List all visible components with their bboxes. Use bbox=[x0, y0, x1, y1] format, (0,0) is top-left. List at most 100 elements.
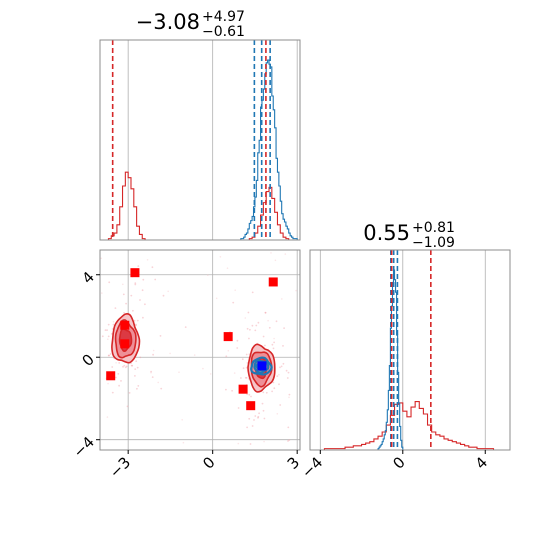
joint-sample-dot bbox=[288, 439, 291, 441]
joint-sample-dot bbox=[136, 387, 138, 390]
joint-sample-dot bbox=[262, 409, 265, 412]
joint-sample-dot bbox=[227, 349, 230, 352]
marginal-1-x-tick-label-2: 4 bbox=[472, 453, 491, 472]
joint-frame bbox=[99, 249, 301, 451]
joint-sample-dot bbox=[157, 381, 159, 384]
joint-sample-dot bbox=[107, 382, 109, 385]
joint-sample-dot bbox=[236, 347, 239, 349]
marginal-0-frame bbox=[99, 39, 301, 241]
joint-sample-dot bbox=[130, 294, 133, 297]
joint-sample-dot bbox=[115, 376, 117, 379]
joint-sample-dot bbox=[106, 329, 108, 331]
joint-sample-dot bbox=[182, 441, 185, 444]
marginal-1-title: 0.55 +0.81 −1.09 bbox=[363, 220, 455, 251]
joint-sample-dot bbox=[125, 302, 127, 305]
joint-sample-dot bbox=[264, 311, 267, 314]
joint-sample-dot bbox=[232, 301, 235, 304]
joint-sample-dot bbox=[123, 312, 125, 314]
joint-sample-dot bbox=[262, 391, 265, 394]
joint-sample-dot bbox=[254, 329, 257, 332]
joint-sample-dot bbox=[130, 364, 133, 367]
joint-sample-dot bbox=[124, 366, 127, 369]
joint-sample-dot bbox=[120, 380, 122, 382]
joint-sample-dot bbox=[288, 393, 291, 396]
joint-sample-dot bbox=[139, 299, 141, 301]
joint-sample-dot bbox=[134, 375, 136, 377]
joint-sample-dot bbox=[107, 338, 109, 341]
joint-sample-dot bbox=[248, 337, 250, 340]
joint-sample-dot bbox=[257, 416, 259, 419]
joint-sample-dot bbox=[274, 259, 277, 262]
marginal-1-frame bbox=[309, 249, 511, 451]
joint-sample-dot bbox=[117, 373, 120, 375]
joint-sample-dot bbox=[135, 360, 138, 363]
joint-sample-dot bbox=[246, 426, 249, 429]
joint-x-tick-label-0: −3 bbox=[106, 453, 134, 481]
joint-sample-dot bbox=[193, 354, 196, 356]
marginal-panel-param-0: −3.08 +4.97 −0.61 bbox=[99, 9, 301, 241]
joint-sample-dot bbox=[278, 373, 280, 376]
joint-sample-dot bbox=[151, 266, 154, 269]
joint-sample-dot bbox=[286, 377, 289, 379]
joint-x-tick-label-1: 0 bbox=[199, 453, 218, 472]
joint-sample-dot bbox=[162, 294, 165, 297]
joint-sample-dot bbox=[282, 362, 285, 365]
joint-sample-dot bbox=[270, 252, 272, 254]
joint-sample-dot bbox=[134, 283, 137, 286]
joint-sample-dot bbox=[242, 367, 245, 370]
marginal-1-x-tick-label-1: 0 bbox=[389, 453, 408, 472]
joint-red-marker-3 bbox=[130, 268, 140, 278]
joint-sample-dot bbox=[249, 443, 252, 445]
joint-sample-dot bbox=[159, 335, 162, 337]
joint-sample-dot bbox=[226, 267, 229, 270]
joint-sample-dot bbox=[115, 362, 117, 364]
joint-sample-dot bbox=[107, 335, 110, 338]
joint-sample-dot bbox=[150, 371, 152, 374]
joint-sample-dot bbox=[244, 317, 247, 319]
joint-sample-dot bbox=[251, 324, 254, 327]
joint-sample-dot bbox=[262, 335, 265, 338]
joint-sample-dot bbox=[282, 345, 284, 347]
joint-sample-dot bbox=[169, 352, 171, 355]
joint-sample-dot bbox=[248, 393, 251, 396]
joint-density-contours bbox=[111, 313, 276, 393]
joint-sample-dot bbox=[122, 365, 124, 368]
joint-markers bbox=[106, 268, 278, 411]
joint-blue-marker bbox=[257, 361, 267, 371]
joint-red-marker-6 bbox=[246, 401, 256, 411]
joint-sample-dot bbox=[288, 396, 290, 399]
marginal-0-title-minus: −0.61 bbox=[202, 24, 245, 40]
joint-sample-dot bbox=[271, 343, 274, 346]
joint-sample-dot bbox=[134, 368, 137, 370]
joint-sample-dot bbox=[178, 371, 180, 374]
joint-sample-dot bbox=[254, 415, 257, 417]
joint-sample-dot bbox=[104, 329, 107, 331]
marginal-1-histogram-red bbox=[320, 400, 495, 450]
joint-sample-dot bbox=[241, 358, 244, 361]
joint-sample-dot bbox=[202, 367, 204, 370]
joint-sample-dot bbox=[95, 388, 97, 390]
joint-sample-dot bbox=[181, 419, 183, 421]
joint-sample-dot bbox=[279, 366, 281, 369]
joint-red-marker-5 bbox=[238, 384, 248, 394]
marginal-1-x-ticks: −4 0 4 bbox=[298, 450, 491, 482]
joint-sample-dot bbox=[101, 335, 104, 338]
joint-sample-dot bbox=[135, 323, 137, 326]
joint-sample-dot bbox=[275, 320, 278, 323]
joint-sample-dot bbox=[250, 395, 252, 398]
joint-sample-dot bbox=[278, 383, 280, 386]
joint-sample-dot bbox=[132, 309, 134, 312]
joint-y-tick-label-0: −4 bbox=[70, 433, 98, 461]
joint-sample-dot bbox=[107, 354, 110, 357]
joint-sample-dot bbox=[100, 257, 103, 260]
joint-sample-dot bbox=[114, 307, 117, 309]
joint-sample-dot bbox=[233, 372, 236, 374]
joint-sample-dot bbox=[283, 327, 285, 329]
joint-sample-dot bbox=[184, 326, 187, 328]
joint-sample-dot bbox=[273, 337, 275, 340]
marginal-1-quantile-lines bbox=[390, 250, 432, 450]
joint-sample-dot bbox=[167, 290, 169, 293]
joint-sample-dot bbox=[142, 316, 144, 319]
joint-sample-dot bbox=[236, 339, 239, 342]
marginal-0-title-plus: +4.97 bbox=[202, 9, 245, 25]
